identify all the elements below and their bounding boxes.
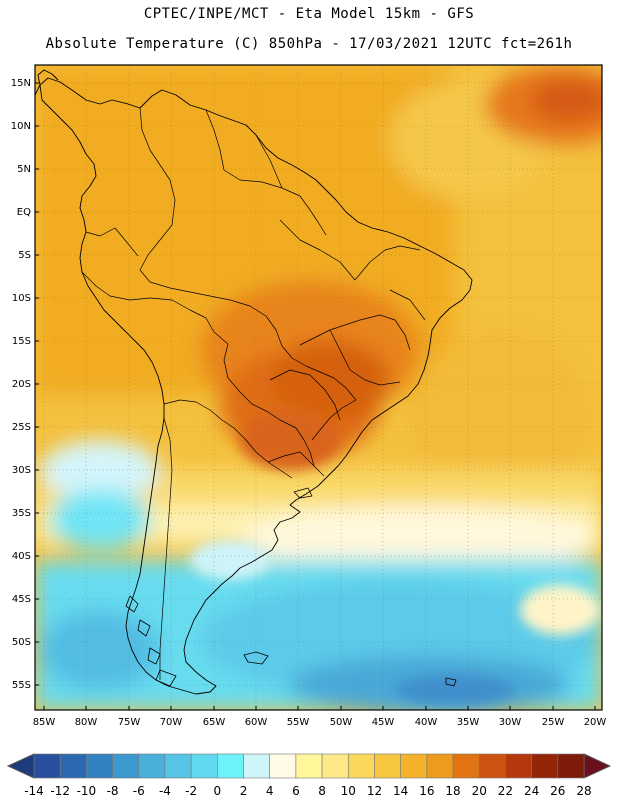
lat-label: 5N xyxy=(17,164,31,175)
lat-label: 30S xyxy=(12,465,31,476)
colorbar-swatch xyxy=(295,753,323,779)
axis-ticks xyxy=(35,82,596,710)
lat-label: EQ xyxy=(17,207,31,218)
lat-label: 35S xyxy=(12,508,31,519)
colorbar-swatch xyxy=(557,753,585,779)
temperature-field xyxy=(35,65,602,710)
lat-label: 10N xyxy=(11,121,31,132)
lon-label: 30W xyxy=(499,717,522,728)
colorbar-label: 12 xyxy=(367,784,382,798)
colorbar-swatch xyxy=(400,753,428,779)
colorbar-swatch xyxy=(269,753,297,779)
lon-label: 60W xyxy=(245,717,268,728)
lat-label: 10S xyxy=(12,293,31,304)
lon-label: 25W xyxy=(542,717,565,728)
colorbar-swatch xyxy=(112,753,140,779)
lon-label: 85W xyxy=(33,717,56,728)
colorbar-swatch xyxy=(505,753,532,779)
colorbar-swatch xyxy=(478,753,506,779)
lat-label: 15S xyxy=(12,336,31,347)
central-america-coastline xyxy=(35,69,59,96)
colorbar-swatch xyxy=(138,753,166,779)
colorbar-swatch xyxy=(217,753,244,779)
colorbar-label: 14 xyxy=(393,784,408,798)
colorbar-label: 16 xyxy=(419,784,434,798)
lon-label: 45W xyxy=(372,717,395,728)
colorbar-label: 4 xyxy=(266,784,274,798)
colorbar-label: 22 xyxy=(498,784,513,798)
colorbar-label: 28 xyxy=(576,784,591,798)
lat-label: 5S xyxy=(18,250,31,261)
colorbar-label: -14 xyxy=(24,784,44,798)
islands xyxy=(125,487,457,687)
colorbar-label: -4 xyxy=(159,784,171,798)
colorbar-swatch xyxy=(59,753,87,779)
lat-label: 15N xyxy=(11,78,31,89)
longitude-labels: 85W 80W 75W 70W 65W 60W 55W 50W 45W 40W … xyxy=(33,717,607,728)
lat-label: 45S xyxy=(12,594,31,605)
colorbar: -14 -12 -10 -8 -6 -4 -2 0 2 4 6 8 10 12 14 16 18 20 22 24 26… xyxy=(6,753,612,798)
lat-label: 50S xyxy=(12,637,31,648)
colorbar-label: -10 xyxy=(77,784,97,798)
lon-label: 65W xyxy=(203,717,226,728)
colorbar-swatch xyxy=(347,753,375,779)
colorbar-label: -2 xyxy=(185,784,197,798)
colorbar-swatch xyxy=(190,753,218,779)
colorbar-label: 8 xyxy=(318,784,326,798)
colorbar-swatch xyxy=(33,753,61,779)
lon-label: 80W xyxy=(75,717,98,728)
colorbar-swatch xyxy=(164,753,192,779)
grid-lines xyxy=(35,65,602,710)
colorbar-label: -8 xyxy=(107,784,119,798)
colorbar-label: 10 xyxy=(341,784,356,798)
colorbar-label: -6 xyxy=(133,784,145,798)
colorbar-swatch xyxy=(374,753,401,779)
map-subtitle: Absolute Temperature (C) 850hPa - 17/03/… xyxy=(45,36,573,52)
colorbar-high-arrow xyxy=(583,753,612,779)
colorbar-label: 20 xyxy=(472,784,487,798)
colorbar-swatch xyxy=(321,753,349,779)
lat-label: 20S xyxy=(12,379,31,390)
colorbar-label: 2 xyxy=(240,784,248,798)
map-frame xyxy=(34,64,603,711)
colorbar-swatch xyxy=(426,753,454,779)
colorbar-label: 6 xyxy=(292,784,300,798)
colorbar-swatch xyxy=(86,753,113,779)
lat-label: 55S xyxy=(12,680,31,691)
colorbar-label: 0 xyxy=(214,784,222,798)
lon-label: 40W xyxy=(415,717,438,728)
colorbar-label: 26 xyxy=(550,784,565,798)
latitude-labels: 15N 10N 5N EQ 5S 10S 15S 20S 25S 30S 35S… xyxy=(11,78,31,691)
lon-label: 50W xyxy=(330,717,353,728)
colorbar-label: -12 xyxy=(50,784,70,798)
south-america-coastline xyxy=(39,77,473,695)
lon-label: 75W xyxy=(118,717,141,728)
lat-label: 40S xyxy=(12,551,31,562)
colorbar-swatch xyxy=(531,753,559,779)
colorbar-swatch xyxy=(243,753,271,779)
lon-label: 70W xyxy=(160,717,183,728)
country-borders xyxy=(81,107,426,680)
colorbar-low-arrow xyxy=(6,753,35,779)
lon-label: 35W xyxy=(457,717,480,728)
lon-label: 20W xyxy=(584,717,607,728)
colorbar-swatch xyxy=(452,753,480,779)
map-title: CPTEC/INPE/MCT - Eta Model 15km - GFS xyxy=(143,6,475,22)
colorbar-label: 18 xyxy=(445,784,460,798)
lat-label: 25S xyxy=(12,422,31,433)
colorbar-label: 24 xyxy=(524,784,539,798)
lon-label: 55W xyxy=(287,717,310,728)
